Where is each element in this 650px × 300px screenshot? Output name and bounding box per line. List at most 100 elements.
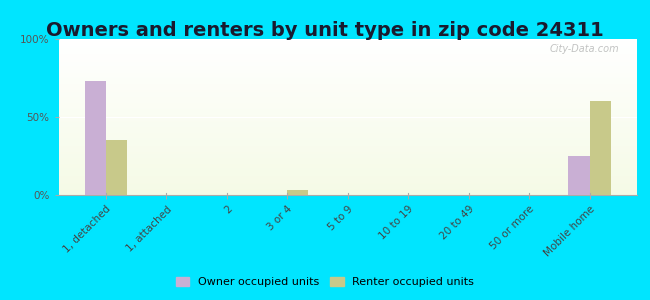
- Bar: [58, 116, 637, 117]
- Bar: [58, 123, 637, 124]
- Bar: [58, 154, 637, 155]
- Bar: [58, 190, 637, 191]
- Bar: [58, 64, 637, 65]
- Bar: [58, 74, 637, 75]
- Bar: [58, 130, 637, 131]
- Bar: [58, 68, 637, 69]
- Bar: [58, 136, 637, 137]
- Bar: [58, 65, 637, 66]
- Bar: [58, 137, 637, 138]
- Bar: [58, 79, 637, 80]
- Bar: [58, 102, 637, 103]
- Bar: [58, 109, 637, 110]
- Bar: [58, 52, 637, 53]
- Bar: [58, 127, 637, 128]
- Bar: [58, 101, 637, 102]
- Bar: [58, 69, 637, 70]
- Bar: [58, 172, 637, 173]
- Bar: [58, 86, 637, 87]
- Bar: [58, 107, 637, 108]
- Bar: [58, 182, 637, 183]
- Bar: [58, 183, 637, 184]
- Bar: [58, 88, 637, 89]
- Bar: [58, 78, 637, 79]
- Bar: [58, 80, 637, 81]
- Bar: [58, 125, 637, 126]
- Bar: [58, 95, 637, 96]
- Bar: [58, 150, 637, 151]
- Bar: [58, 112, 637, 113]
- Bar: [590, 101, 611, 195]
- Bar: [58, 158, 637, 159]
- Bar: [58, 50, 637, 51]
- Bar: [58, 171, 637, 172]
- Bar: [58, 43, 637, 44]
- Bar: [568, 156, 590, 195]
- Bar: [58, 114, 637, 115]
- Bar: [58, 70, 637, 71]
- Bar: [58, 61, 637, 62]
- Bar: [58, 58, 637, 59]
- Bar: [58, 148, 637, 149]
- Legend: Owner occupied units, Renter occupied units: Owner occupied units, Renter occupied un…: [171, 272, 479, 291]
- Bar: [58, 124, 637, 125]
- Bar: [58, 131, 637, 132]
- Bar: [58, 77, 637, 78]
- Bar: [58, 160, 637, 161]
- Bar: [58, 143, 637, 144]
- Bar: [58, 44, 637, 45]
- Bar: [58, 163, 637, 164]
- Bar: [84, 81, 106, 195]
- Bar: [58, 121, 637, 122]
- Bar: [58, 135, 637, 136]
- Bar: [58, 180, 637, 181]
- Bar: [58, 192, 637, 193]
- Bar: [58, 189, 637, 190]
- Bar: [58, 129, 637, 130]
- Bar: [58, 164, 637, 165]
- Bar: [58, 61, 637, 62]
- Bar: [58, 174, 637, 175]
- Bar: [58, 103, 637, 104]
- Bar: [58, 186, 637, 187]
- Bar: [58, 159, 637, 160]
- Bar: [58, 82, 637, 83]
- Bar: [58, 49, 637, 50]
- Bar: [58, 142, 637, 143]
- Bar: [58, 161, 637, 162]
- Bar: [58, 93, 637, 94]
- Bar: [58, 173, 637, 174]
- Bar: [58, 71, 637, 72]
- Bar: [58, 162, 637, 163]
- Bar: [58, 108, 637, 109]
- Bar: [58, 63, 637, 64]
- Bar: [58, 57, 637, 58]
- Bar: [58, 73, 637, 74]
- Bar: [58, 181, 637, 182]
- Bar: [58, 115, 637, 116]
- Bar: [58, 62, 637, 63]
- Bar: [58, 98, 637, 99]
- Bar: [58, 84, 637, 85]
- Bar: [287, 190, 309, 195]
- Bar: [58, 90, 637, 91]
- Bar: [58, 67, 637, 68]
- Text: City-Data.com: City-Data.com: [550, 44, 619, 54]
- Bar: [58, 83, 637, 84]
- Bar: [58, 54, 637, 55]
- Bar: [58, 105, 637, 106]
- Bar: [58, 122, 637, 123]
- Bar: [58, 76, 637, 77]
- Bar: [58, 170, 637, 171]
- Bar: [58, 48, 637, 49]
- Bar: [58, 85, 637, 86]
- Bar: [58, 168, 637, 169]
- Bar: [58, 113, 637, 114]
- Bar: [58, 47, 637, 48]
- Bar: [58, 193, 637, 194]
- Bar: [58, 104, 637, 105]
- Bar: [58, 118, 637, 119]
- Bar: [58, 66, 637, 67]
- Bar: [58, 165, 637, 166]
- Bar: [58, 119, 637, 120]
